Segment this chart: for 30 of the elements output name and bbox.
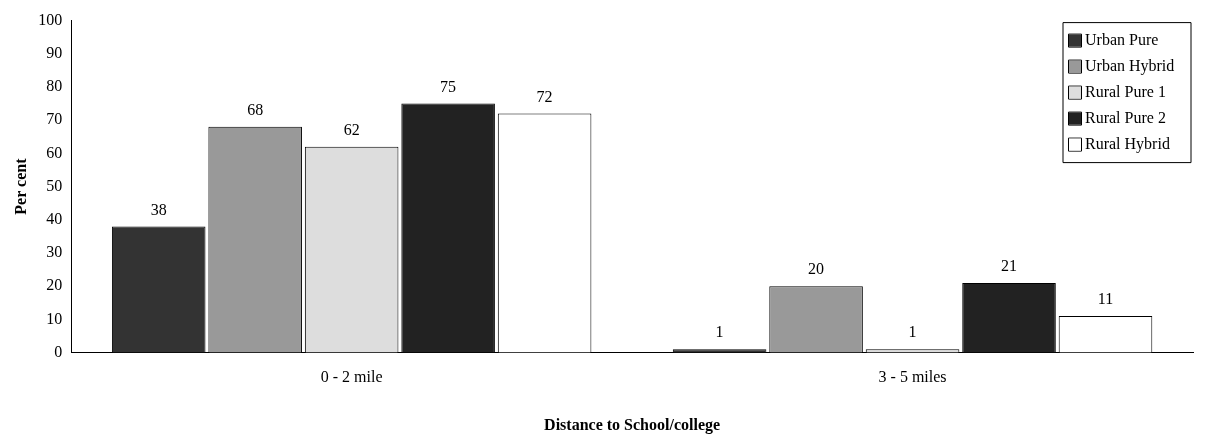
- legend-label: Urban Hybrid: [1085, 56, 1175, 75]
- x-axis-title: Distance to School/college: [544, 415, 721, 434]
- data-label: 62: [343, 120, 360, 138]
- data-label: 1: [715, 323, 724, 341]
- x-tick-label: 0 - 2 mile: [320, 368, 383, 386]
- y-axis-title: Per cent: [11, 157, 29, 215]
- y-tick-label: 40: [46, 210, 63, 227]
- y-tick-label: 0: [54, 342, 63, 360]
- data-label: 1: [908, 323, 917, 341]
- legend-label: Rural Pure 2: [1085, 108, 1166, 126]
- y-tick-label: 100: [38, 10, 63, 28]
- data-label: 68: [247, 101, 264, 119]
- legend-label: Urban Pure: [1085, 30, 1159, 48]
- data-label: 21: [1001, 257, 1018, 275]
- y-tick-label: 60: [46, 143, 63, 161]
- data-label: 20: [808, 260, 825, 278]
- legend-label: Rural Pure 1: [1085, 82, 1166, 100]
- y-tick-label: 10: [46, 309, 63, 327]
- data-label: 11: [1097, 290, 1114, 308]
- y-tick-label: 50: [46, 176, 63, 194]
- y-tick-label: 80: [46, 77, 63, 95]
- legend-label: Rural Hybrid: [1085, 134, 1170, 153]
- data-label: 75: [440, 77, 457, 95]
- y-tick-label: 20: [46, 276, 63, 294]
- data-label: 72: [536, 87, 553, 105]
- y-tick-label: 30: [46, 243, 63, 261]
- y-tick-label: 70: [46, 110, 63, 128]
- y-tick-label: 90: [46, 44, 63, 61]
- x-tick-label: 3 - 5 miles: [878, 368, 947, 386]
- data-label: 38: [150, 200, 167, 218]
